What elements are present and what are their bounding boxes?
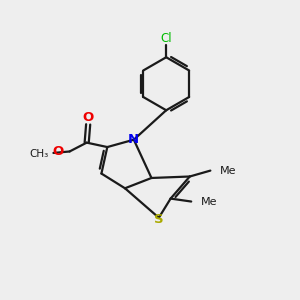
Text: O: O — [52, 145, 63, 158]
Text: CH₃: CH₃ — [30, 149, 49, 159]
Text: S: S — [154, 213, 164, 226]
Text: Me: Me — [201, 196, 217, 206]
Text: Me: Me — [220, 166, 236, 176]
Text: O: O — [82, 111, 94, 124]
Text: Cl: Cl — [160, 32, 172, 46]
Text: N: N — [128, 133, 140, 146]
